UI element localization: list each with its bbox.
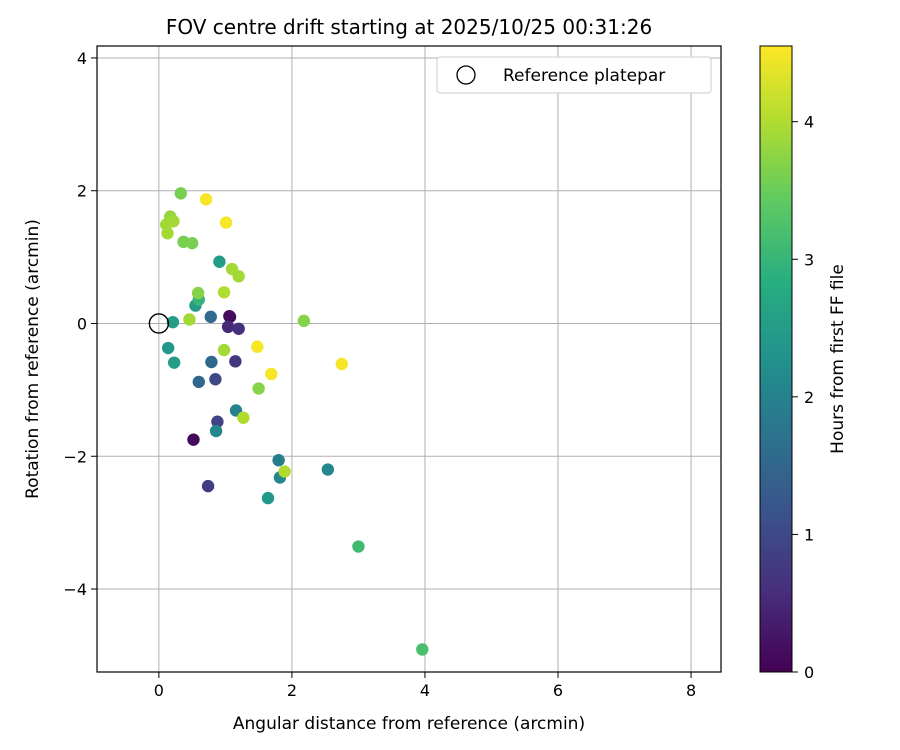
data-point-41	[237, 411, 250, 424]
y-tick-label-0: −4	[63, 580, 87, 599]
data-points	[159, 187, 429, 656]
colorbar-tick-label-2: 2	[804, 388, 814, 407]
data-point-9	[205, 355, 218, 369]
y-axis: −4 −2 0 2 4	[63, 49, 97, 599]
data-point-47	[335, 357, 349, 371]
data-point-34	[167, 215, 180, 228]
colorbar: 0 1 2 3 4 Hours from first FF file	[759, 45, 848, 682]
data-point-5	[229, 355, 242, 368]
data-point-30	[252, 382, 265, 395]
data-point-22	[213, 255, 226, 268]
data-point-40	[217, 343, 231, 357]
colorbar-tick-label-1: 1	[804, 525, 814, 544]
x-tick-label-4: 8	[686, 681, 696, 700]
legend-box	[436, 56, 712, 94]
legend-marker-icon	[456, 65, 476, 85]
reference-platepar-marker	[148, 313, 170, 334]
data-point-39	[217, 286, 231, 299]
y-tick-label-3: 2	[77, 182, 87, 201]
data-point-1	[223, 310, 237, 324]
data-point-43	[199, 193, 213, 206]
x-tick-label-2: 4	[420, 681, 430, 700]
data-point-36	[183, 313, 196, 326]
colorbar-label: Hours from first FF file	[828, 264, 848, 454]
data-point-18	[161, 341, 175, 355]
data-point-17	[261, 491, 275, 505]
colorbar-tick-label-0: 0	[804, 663, 814, 682]
chart-title: FOV centre drift starting at 2025/10/25 …	[166, 15, 652, 39]
data-point-4	[232, 322, 245, 335]
data-point-31	[297, 314, 311, 328]
data-point-42	[278, 465, 291, 478]
reference-marker-layer	[148, 313, 170, 334]
y-tick-label-4: 4	[77, 49, 87, 68]
data-point-24	[352, 540, 365, 553]
data-point-11	[204, 310, 217, 324]
y-tick-label-2: 0	[77, 314, 87, 333]
x-tick-label-3: 6	[553, 681, 563, 700]
data-point-6	[201, 479, 215, 493]
data-point-44	[219, 216, 233, 229]
data-point-20	[166, 315, 180, 329]
data-point-16	[321, 463, 335, 476]
data-point-46	[265, 367, 278, 381]
data-point-14	[272, 454, 285, 467]
y-axis-label: Rotation from reference (arcmin)	[23, 219, 43, 499]
data-point-38	[232, 270, 245, 283]
data-point-25	[416, 643, 429, 656]
data-point-13	[209, 424, 223, 438]
data-point-8	[209, 373, 222, 386]
x-axis-label: Angular distance from reference (arcmin)	[233, 714, 585, 734]
plot-frame	[96, 45, 722, 673]
legend-label: Reference platepar	[503, 66, 665, 86]
colorbar-gradient	[759, 45, 793, 673]
x-tick-label-1: 2	[287, 681, 297, 700]
colorbar-tick-label-3: 3	[804, 250, 814, 269]
x-axis: 0 2 4 6 8	[154, 672, 696, 700]
data-point-7	[211, 415, 224, 428]
data-point-28	[185, 236, 199, 250]
y-tick-label-1: −2	[63, 447, 87, 466]
grid	[97, 46, 721, 672]
x-tick-label-0: 0	[154, 681, 164, 700]
data-point-29	[191, 286, 205, 300]
legend: Reference platepar	[436, 56, 712, 94]
data-point-10	[192, 375, 205, 389]
data-point-19	[167, 356, 181, 369]
colorbar-ticks: 0 1 2 3 4	[792, 113, 814, 682]
data-point-26	[174, 187, 188, 200]
data-point-45	[251, 340, 264, 353]
data-point-35	[161, 227, 174, 240]
data-point-3	[221, 320, 235, 334]
colorbar-tick-label-4: 4	[804, 113, 814, 132]
data-point-2	[187, 433, 200, 446]
